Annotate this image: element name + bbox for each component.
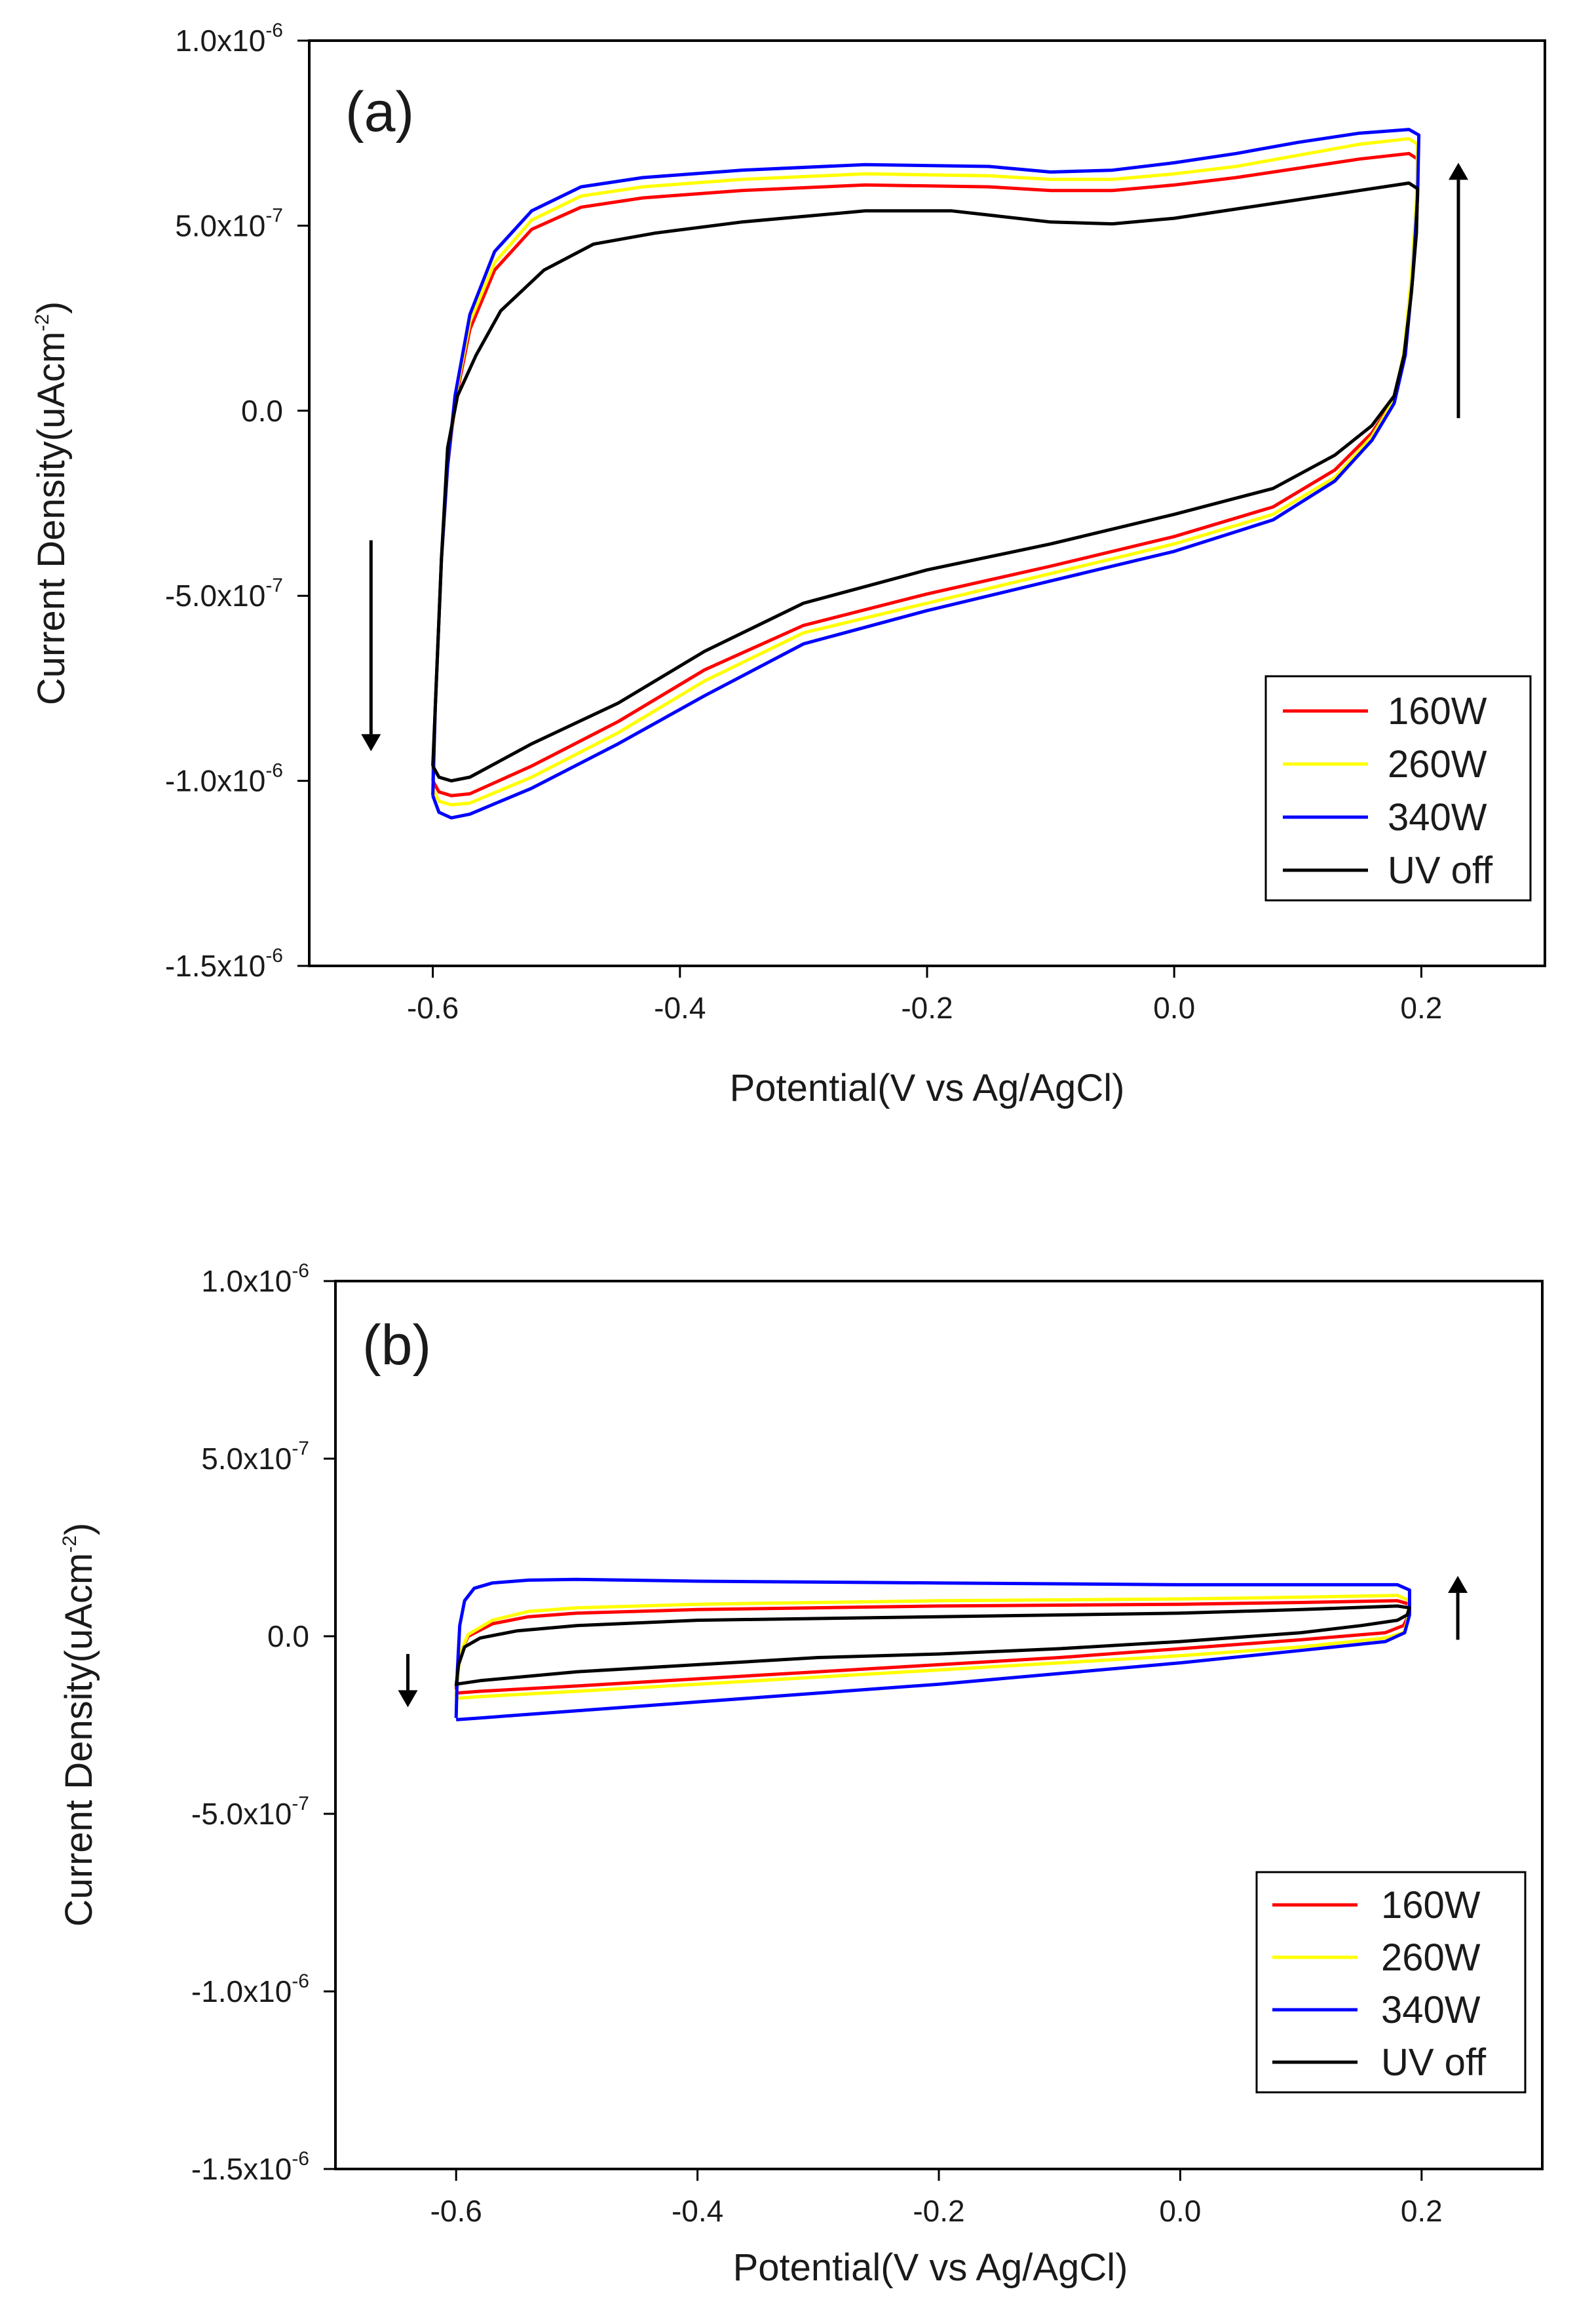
panel-label: (a): [345, 81, 414, 144]
legend-label-uv-off: UV off: [1388, 849, 1493, 892]
x-axis-ticks: -0.6 -0.4 -0.2 0.0 0.2: [430, 2169, 1443, 2228]
legend-item-260w: 260W: [1283, 743, 1487, 786]
x-axis-ticks: -0.6 -0.4 -0.2 0.0 0.2: [407, 966, 1442, 1025]
x-tick-label: -0.4: [672, 2194, 723, 2228]
x-tick-label: -0.2: [901, 991, 953, 1025]
series-line-340w: [454, 1577, 1411, 1721]
series-line-260w: [431, 137, 1420, 807]
y-axis-title-base: Current Density(uAcm: [58, 1553, 100, 1927]
y-axis-title-close: ): [30, 301, 73, 314]
x-tick-label: -0.4: [654, 991, 706, 1025]
direction-arrows: [361, 163, 1468, 752]
x-tick-label: 0.2: [1400, 991, 1442, 1025]
legend: 160W 260W 340W UV off: [1255, 1871, 1527, 2094]
arrow-up-head: [1448, 1575, 1468, 1593]
x-tick-label: -0.6: [407, 991, 459, 1025]
y-tick-label: -1.0x10-6: [191, 1970, 309, 2008]
legend-item-160w: 160W: [1272, 1884, 1481, 1927]
chart-panel-b: -0.6 -0.4 -0.2 0.0 0.2 1.0x10-6 5.0x10-7 0.0 -5…: [58, 1260, 1544, 2289]
panel-label: (b): [362, 1314, 431, 1377]
y-tick-label: 0.0: [267, 1619, 309, 1653]
legend-item-uv-off: UV off: [1283, 849, 1493, 892]
x-tick-label: 0.0: [1159, 2194, 1201, 2228]
legend-label-uv-off: UV off: [1381, 2041, 1487, 2084]
series-line-160w: [454, 1599, 1411, 1695]
y-axis-title-close: ): [58, 1523, 100, 1535]
legend-label-340w: 340W: [1388, 796, 1487, 839]
y-tick-label: 1.0x10-6: [201, 1260, 309, 1298]
y-axis-title-sup: -2: [59, 1535, 81, 1553]
series-line-uv-off: [431, 181, 1420, 783]
data-lines: [431, 128, 1421, 820]
y-tick-label: -1.5x10-6: [191, 2148, 309, 2186]
y-tick-label: 0.0: [241, 394, 283, 428]
legend: 160W 260W 340W UV off: [1264, 675, 1532, 902]
legend-label-160w: 160W: [1381, 1884, 1481, 1927]
legend-label-340w: 340W: [1381, 1989, 1481, 2031]
legend-label-260w: 260W: [1388, 743, 1487, 786]
legend-item-340w: 340W: [1272, 1989, 1481, 2031]
x-axis-title: Potential(V vs Ag/AgCl): [730, 1067, 1125, 1109]
series-line-160w: [431, 151, 1420, 797]
series-line-uv-off: [454, 1604, 1411, 1687]
x-tick-label: 0.2: [1401, 2194, 1443, 2228]
legend-item-160w: 160W: [1283, 690, 1487, 733]
series-line-340w: [431, 128, 1421, 820]
legend-item-uv-off: UV off: [1272, 2041, 1487, 2084]
data-lines: [454, 1577, 1411, 1721]
y-tick-label: 1.0x10-6: [175, 20, 283, 58]
chart-panel-a: -0.6 -0.4 -0.2 0.0 0.2 1.0x10-6 5.0x10-7 0.0 -5…: [30, 20, 1546, 1109]
y-tick-label: 5.0x10-7: [175, 204, 283, 242]
y-tick-label: -5.0x10-7: [191, 1793, 309, 1831]
legend-box: [1255, 1871, 1527, 2094]
legend-label-260w: 260W: [1381, 1936, 1481, 1979]
x-tick-label: 0.0: [1153, 991, 1195, 1025]
y-tick-label: -1.0x10-6: [165, 760, 283, 798]
y-axis-ticks: 1.0x10-6 5.0x10-7 0.0 -5.0x10-7 -1.0x10-6 -1.…: [191, 1260, 335, 2186]
arrow-down-head: [398, 1690, 418, 1708]
x-tick-label: -0.2: [913, 2194, 964, 2228]
y-tick-label: -1.5x10-6: [165, 945, 283, 983]
y-axis-title: Current Density(uAcm-2): [58, 1523, 100, 1927]
arrow-down-head: [361, 734, 381, 752]
direction-arrows: [398, 1575, 1468, 1708]
y-axis-title: Current Density(uAcm-2): [30, 301, 73, 706]
arrow-up-head: [1448, 163, 1468, 180]
legend-label-160w: 160W: [1388, 690, 1487, 733]
y-tick-label: -5.0x10-7: [165, 575, 283, 613]
x-tick-label: -0.6: [430, 2194, 482, 2228]
y-axis-ticks: 1.0x10-6 5.0x10-7 0.0 -5.0x10-7 -1.0x10-6 -1.…: [165, 20, 309, 983]
y-axis-title-sup: -2: [31, 314, 53, 332]
legend-box: [1264, 675, 1532, 902]
y-tick-label: 5.0x10-7: [201, 1438, 309, 1476]
x-axis-title: Potential(V vs Ag/AgCl): [733, 2246, 1128, 2289]
legend-item-340w: 340W: [1283, 796, 1487, 839]
y-axis-title-base: Current Density(uAcm: [30, 332, 73, 705]
legend-item-260w: 260W: [1272, 1936, 1481, 1979]
